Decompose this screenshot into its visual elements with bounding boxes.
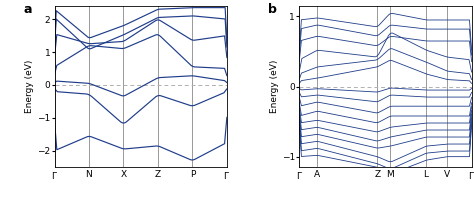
- Y-axis label: Energy (eV): Energy (eV): [25, 60, 34, 113]
- Text: a: a: [24, 3, 32, 16]
- Y-axis label: Energy (eV): Energy (eV): [270, 60, 279, 113]
- Text: b: b: [268, 3, 277, 16]
